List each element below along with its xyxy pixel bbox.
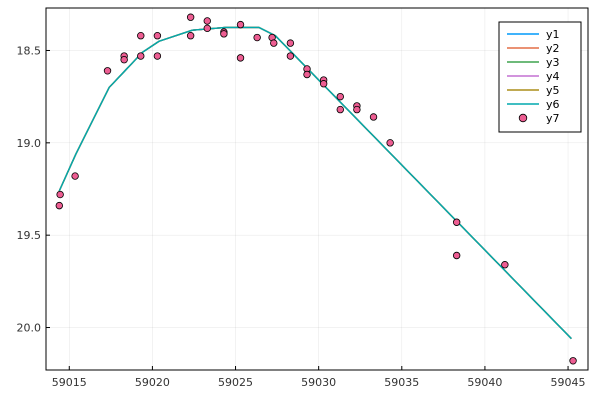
data-point — [153, 52, 162, 60]
series-line-y1 — [58, 26, 572, 340]
x-tick-label: 59045 — [551, 376, 586, 389]
data-point — [303, 70, 311, 79]
x-tick-label: 59030 — [301, 376, 336, 389]
series-line-y6 — [58, 26, 572, 340]
data-point — [386, 139, 394, 147]
plot-frame — [45, 7, 589, 371]
y-tick-label: 19.0 — [17, 137, 42, 150]
data-point — [501, 261, 509, 269]
series-line-y2 — [58, 26, 572, 340]
x-tick-label: 59025 — [218, 376, 253, 389]
data-point — [186, 32, 195, 40]
data-point — [137, 52, 145, 60]
legend-label-y1: y1 — [546, 28, 560, 41]
data-point — [236, 20, 245, 29]
data-point — [71, 172, 79, 180]
data-point — [220, 30, 228, 38]
data-point — [186, 13, 195, 21]
ticks: 59015 59020 59025 59030 59035 59040 59045 18.5 1… — [17, 44, 586, 389]
legend-label-y3: y3 — [546, 56, 560, 69]
data-point — [452, 218, 461, 226]
series-line-y3 — [58, 26, 572, 340]
data-point — [286, 52, 295, 60]
data-point — [55, 201, 63, 210]
data-point — [137, 32, 145, 40]
data-point — [452, 251, 461, 260]
data-point — [203, 24, 211, 33]
legend-label-y2: y2 — [546, 42, 560, 55]
legend-label-y7: y7 — [546, 112, 560, 125]
data-point — [203, 17, 211, 25]
y-tick-label: 19.5 — [17, 229, 42, 242]
legend-box — [498, 21, 582, 133]
legend-label-y4: y4 — [546, 70, 560, 83]
data-point — [120, 56, 128, 64]
data-point — [270, 39, 278, 47]
x-tick-label: 59040 — [467, 376, 502, 389]
series-line-y5 — [58, 26, 572, 340]
x-tick-label: 59020 — [135, 376, 170, 389]
series-layer — [55, 13, 577, 365]
data-point — [336, 92, 344, 101]
data-point — [103, 67, 112, 75]
x-tick-label: 59015 — [52, 376, 87, 389]
data-point — [56, 190, 64, 199]
y-tick-label: 18.5 — [17, 44, 42, 57]
data-point — [369, 113, 378, 121]
data-point — [153, 32, 162, 40]
y-tick-label: 20.0 — [17, 322, 42, 335]
legend-swatch-y7 — [518, 113, 528, 123]
data-point — [336, 105, 344, 114]
data-point — [319, 80, 328, 88]
data-point — [253, 33, 261, 42]
data-point — [353, 105, 361, 114]
x-tick-label: 59035 — [384, 376, 419, 389]
data-point — [236, 54, 245, 62]
series-line-y4 — [58, 26, 572, 340]
data-point — [286, 39, 295, 47]
legend-label-y6: y6 — [546, 98, 560, 111]
legend-label-y5: y5 — [546, 84, 560, 97]
data-point — [569, 357, 577, 365]
grid — [46, 8, 588, 370]
